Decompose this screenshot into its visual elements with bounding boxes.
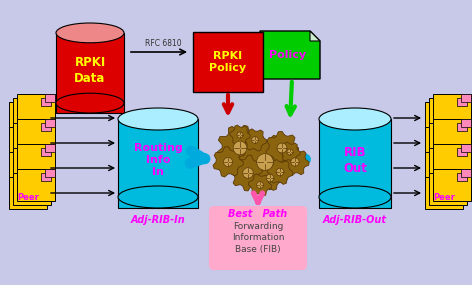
Circle shape (233, 141, 247, 155)
Bar (13, 123, 51, 155)
Bar (425, 127, 463, 159)
Bar (457, 123, 467, 131)
Circle shape (276, 168, 284, 176)
Bar (461, 119, 471, 127)
Text: Routing
Info
In: Routing Info In (134, 142, 182, 177)
Circle shape (252, 137, 259, 143)
Bar (37, 102, 47, 110)
Bar (13, 98, 51, 130)
Bar (319, 119, 391, 208)
Text: RPKI
Data: RPKI Data (74, 56, 106, 84)
Bar (17, 119, 55, 151)
Circle shape (287, 149, 293, 155)
Circle shape (277, 143, 287, 153)
Ellipse shape (56, 23, 124, 43)
Text: Policy: Policy (270, 50, 306, 60)
Circle shape (243, 168, 253, 178)
Bar (433, 94, 471, 126)
Polygon shape (213, 147, 244, 177)
Polygon shape (281, 148, 309, 176)
Text: Adj-RIB-Out: Adj-RIB-Out (323, 215, 387, 225)
Bar (453, 177, 463, 185)
Text: Best   Path: Best Path (228, 209, 287, 219)
Bar (425, 152, 463, 184)
Bar (41, 173, 51, 181)
Text: Peer: Peer (433, 192, 455, 201)
Polygon shape (244, 129, 267, 151)
Bar (453, 152, 463, 160)
Bar (45, 119, 55, 127)
Ellipse shape (118, 186, 198, 208)
Bar (425, 177, 463, 209)
FancyBboxPatch shape (210, 207, 306, 269)
Polygon shape (230, 155, 266, 191)
Bar (56, 33, 124, 113)
Bar (429, 173, 467, 205)
Ellipse shape (56, 93, 124, 113)
Bar (461, 144, 471, 152)
Bar (461, 94, 471, 102)
Text: RIB
Out: RIB Out (343, 146, 367, 174)
Bar (9, 152, 47, 184)
Bar (425, 102, 463, 134)
Ellipse shape (118, 108, 198, 130)
Circle shape (266, 174, 274, 182)
Bar (118, 119, 198, 208)
Bar (461, 169, 471, 177)
Circle shape (257, 154, 273, 170)
Bar (429, 123, 467, 155)
Text: Peer: Peer (17, 192, 39, 201)
Ellipse shape (319, 186, 391, 208)
Circle shape (237, 132, 243, 138)
Circle shape (291, 158, 299, 166)
Bar (457, 98, 467, 106)
Polygon shape (266, 131, 299, 164)
Text: Adj-RIB-In: Adj-RIB-In (131, 215, 185, 225)
Bar (17, 144, 55, 176)
Bar (433, 169, 471, 201)
Bar (453, 102, 463, 110)
Polygon shape (237, 134, 293, 190)
Bar (41, 98, 51, 106)
Bar (433, 144, 471, 176)
Bar (37, 177, 47, 185)
Bar (41, 123, 51, 131)
Text: Forwarding
Information
Base (FIB): Forwarding Information Base (FIB) (232, 222, 284, 254)
Circle shape (223, 157, 233, 166)
Bar (13, 148, 51, 180)
Polygon shape (217, 125, 263, 171)
Bar (45, 94, 55, 102)
Polygon shape (280, 142, 300, 162)
Ellipse shape (319, 108, 391, 130)
Text: RPKI
Policy: RPKI Policy (210, 51, 246, 73)
Bar (453, 127, 463, 135)
Circle shape (257, 182, 263, 188)
Polygon shape (230, 125, 250, 145)
Bar (9, 127, 47, 159)
Bar (17, 169, 55, 201)
Bar (9, 102, 47, 134)
Bar (457, 148, 467, 156)
Bar (45, 144, 55, 152)
Bar (9, 177, 47, 209)
Bar (17, 94, 55, 126)
Bar (13, 173, 51, 205)
Bar (433, 119, 471, 151)
Polygon shape (267, 160, 293, 184)
Polygon shape (310, 31, 320, 41)
Bar (41, 148, 51, 156)
Bar (457, 173, 467, 181)
Polygon shape (260, 31, 320, 79)
Bar (429, 148, 467, 180)
Bar (45, 169, 55, 177)
Bar (429, 98, 467, 130)
Text: RFC 6810: RFC 6810 (145, 38, 181, 48)
Bar (37, 127, 47, 135)
Bar (193, 32, 263, 92)
Polygon shape (257, 166, 283, 190)
Bar (37, 152, 47, 160)
Polygon shape (248, 174, 271, 196)
